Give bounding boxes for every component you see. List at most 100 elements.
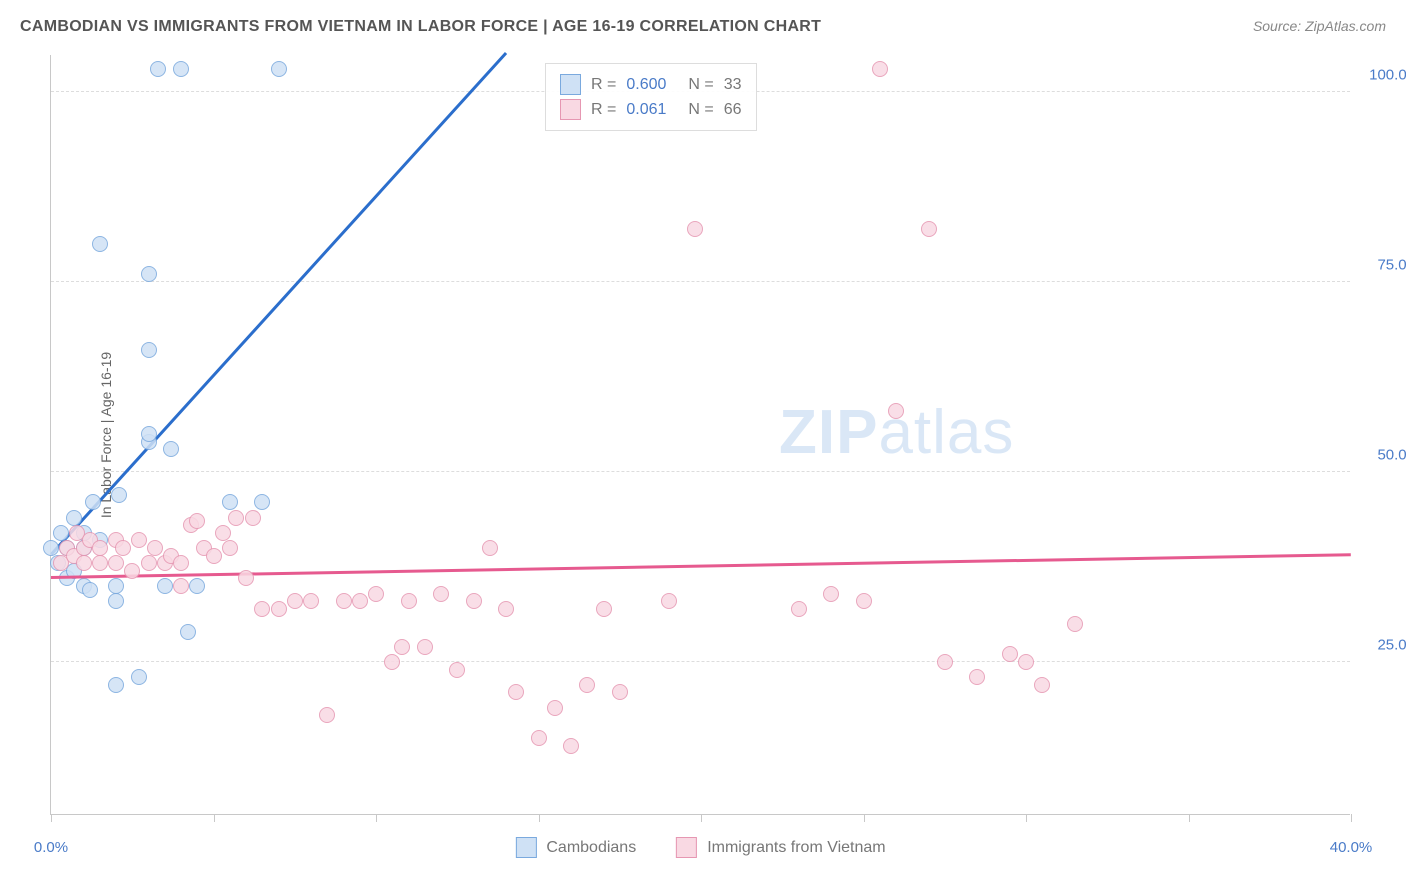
- data-point: [969, 669, 985, 685]
- data-point: [937, 654, 953, 670]
- data-point: [1067, 616, 1083, 632]
- legend-swatch: [560, 74, 581, 95]
- legend-row: R = 0.600 N = 33: [560, 72, 742, 97]
- legend-n-label: N =: [688, 101, 713, 119]
- data-point: [449, 662, 465, 678]
- y-tick-label: 25.0%: [1377, 637, 1406, 654]
- data-point: [596, 601, 612, 617]
- data-point: [53, 525, 69, 541]
- data-point: [85, 494, 101, 510]
- x-tick: [1351, 814, 1352, 822]
- data-point: [791, 601, 807, 617]
- data-point: [303, 593, 319, 609]
- x-tick-label: 40.0%: [1330, 839, 1373, 856]
- data-point: [1002, 646, 1018, 662]
- watermark-zip: ZIP: [779, 398, 878, 467]
- data-point: [661, 593, 677, 609]
- y-tick-label: 100.0%: [1369, 67, 1406, 84]
- source-attribution: Source: ZipAtlas.com: [1253, 18, 1386, 34]
- legend-row: R = 0.061N = 66: [560, 97, 742, 122]
- legend-r-value: 0.600: [626, 76, 666, 94]
- legend-r-label: R =: [591, 101, 616, 119]
- data-point: [92, 555, 108, 571]
- trend-line: [50, 52, 507, 555]
- data-point: [163, 441, 179, 457]
- data-point: [466, 593, 482, 609]
- scatter-plot: In Labor Force | Age 16-19 ZIPatlas 25.0…: [50, 55, 1350, 815]
- data-point: [482, 540, 498, 556]
- series-legend: Cambodians Immigrants from Vietnam: [515, 837, 885, 858]
- data-point: [547, 700, 563, 716]
- data-point: [271, 601, 287, 617]
- x-tick: [864, 814, 865, 822]
- data-point: [394, 639, 410, 655]
- data-point: [508, 684, 524, 700]
- gridline: [51, 661, 1350, 662]
- legend-label: Immigrants from Vietnam: [707, 839, 885, 857]
- legend-n-label: N =: [688, 76, 713, 94]
- data-point: [352, 593, 368, 609]
- gridline: [51, 471, 1350, 472]
- data-point: [856, 593, 872, 609]
- x-tick: [701, 814, 702, 822]
- data-point: [921, 221, 937, 237]
- x-tick: [51, 814, 52, 822]
- data-point: [1034, 677, 1050, 693]
- legend-r-label: R =: [591, 76, 616, 94]
- data-point: [147, 540, 163, 556]
- data-point: [173, 578, 189, 594]
- data-point: [401, 593, 417, 609]
- data-point: [319, 707, 335, 723]
- data-point: [563, 738, 579, 754]
- data-point: [238, 570, 254, 586]
- data-point: [254, 601, 270, 617]
- data-point: [131, 532, 147, 548]
- data-point: [92, 540, 108, 556]
- gridline: [51, 281, 1350, 282]
- data-point: [92, 236, 108, 252]
- data-point: [111, 487, 127, 503]
- data-point: [271, 61, 287, 77]
- data-point: [131, 669, 147, 685]
- data-point: [43, 540, 59, 556]
- data-point: [531, 730, 547, 746]
- data-point: [368, 586, 384, 602]
- legend-n-value: 66: [724, 101, 742, 119]
- data-point: [157, 578, 173, 594]
- data-point: [82, 582, 98, 598]
- legend-item: Immigrants from Vietnam: [676, 837, 885, 858]
- data-point: [108, 677, 124, 693]
- data-point: [417, 639, 433, 655]
- data-point: [108, 555, 124, 571]
- data-point: [579, 677, 595, 693]
- data-point: [687, 221, 703, 237]
- data-point: [287, 593, 303, 609]
- data-point: [336, 593, 352, 609]
- chart-title: CAMBODIAN VS IMMIGRANTS FROM VIETNAM IN …: [20, 18, 821, 36]
- data-point: [76, 555, 92, 571]
- data-point: [150, 61, 166, 77]
- data-point: [141, 266, 157, 282]
- data-point: [141, 426, 157, 442]
- data-point: [222, 540, 238, 556]
- data-point: [1018, 654, 1034, 670]
- y-tick-label: 75.0%: [1377, 257, 1406, 274]
- data-point: [173, 555, 189, 571]
- data-point: [612, 684, 628, 700]
- x-tick: [1026, 814, 1027, 822]
- legend-swatch: [676, 837, 697, 858]
- x-tick: [1189, 814, 1190, 822]
- correlation-legend: R = 0.600 N = 33 R = 0.061N = 66: [545, 63, 757, 131]
- x-tick: [376, 814, 377, 822]
- x-tick: [539, 814, 540, 822]
- y-tick-label: 50.0%: [1377, 447, 1406, 464]
- legend-swatch: [515, 837, 536, 858]
- data-point: [66, 510, 82, 526]
- data-point: [141, 555, 157, 571]
- x-tick: [214, 814, 215, 822]
- data-point: [124, 563, 140, 579]
- data-point: [115, 540, 131, 556]
- legend-n-value: 33: [724, 76, 742, 94]
- legend-label: Cambodians: [546, 839, 636, 857]
- x-tick-label: 0.0%: [34, 839, 68, 856]
